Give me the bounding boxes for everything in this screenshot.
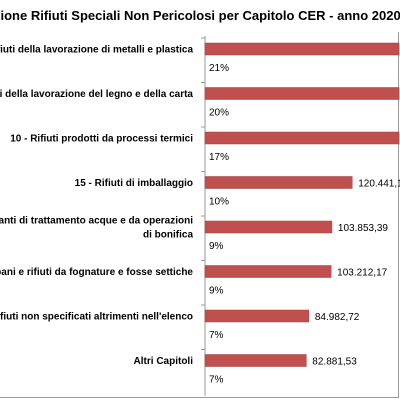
category-label: urbani e rifiuti da fognature e fosse se…: [0, 267, 193, 278]
bar: [204, 42, 400, 56]
bar: [204, 176, 353, 189]
bar: [204, 354, 307, 367]
chart-title: zione Rifiuti Speciali Non Pericolosi pe…: [0, 8, 400, 23]
category-label: - Rifiuti non specificati altrimenti nel…: [0, 312, 193, 323]
value-label: 103.212,17: [337, 268, 387, 279]
bar: [204, 220, 333, 234]
category-label: pianti di trattamento acque e da operazi…: [0, 216, 193, 227]
bar: [204, 309, 310, 323]
bar: [204, 131, 400, 145]
value-label: 120.441,10: [358, 179, 400, 190]
percent-label: 7%: [209, 330, 224, 341]
percent-label: 20%: [209, 108, 229, 119]
percent-label: 9%: [209, 241, 224, 252]
bar: [204, 265, 332, 278]
percent-label: 9%: [209, 286, 224, 297]
category-label: Rifiuti della lavorazione di metalli e p…: [0, 45, 193, 56]
value-label: 84.982,72: [315, 312, 360, 323]
category-label: 10 - Rifiuti prodotti da processi termic…: [10, 134, 193, 145]
percent-label: 21%: [209, 63, 229, 74]
value-label: 103.853,39: [338, 223, 388, 234]
category-label: di bonifica: [143, 230, 193, 241]
category-label: ifiuti della lavorazione del legno e del…: [0, 89, 193, 100]
value-label: 82.881,53: [312, 357, 357, 368]
bar: [204, 87, 400, 100]
percent-label: 7%: [209, 375, 224, 386]
percent-label: 17%: [209, 152, 229, 163]
chart-frame: [0, 32, 399, 398]
category-label: 15 - Rifiuti di imballaggio: [75, 178, 193, 189]
category-label: Altri Capitoli: [134, 356, 194, 367]
percent-label: 10%: [209, 197, 229, 208]
